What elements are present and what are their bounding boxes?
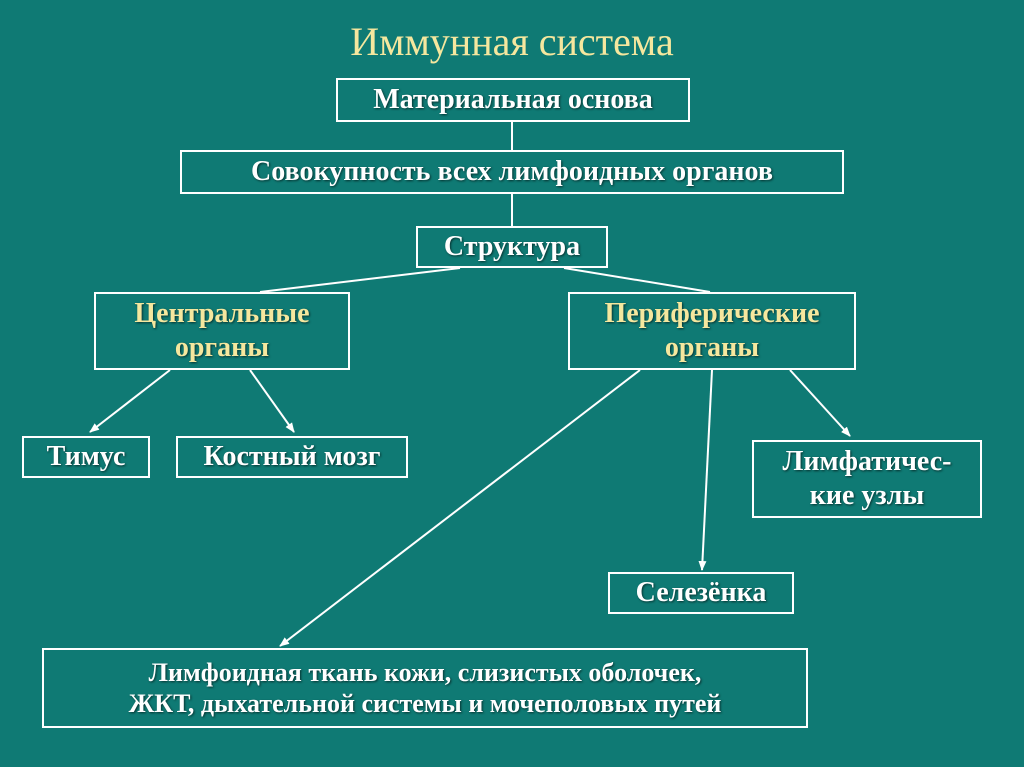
node-n10: Лимфоидная ткань кожи, слизистых оболоче… <box>42 648 808 728</box>
node-n9: Селезёнка <box>608 572 794 614</box>
edge-8 <box>280 370 640 646</box>
node-n4: Центральныеорганы <box>94 292 350 370</box>
edge-5 <box>250 370 294 432</box>
node-n6: Тимус <box>22 436 150 478</box>
edge-3 <box>564 268 710 292</box>
node-n2: Совокупность всех лимфоидных органов <box>180 150 844 194</box>
edge-6 <box>790 370 850 436</box>
node-n8: Лимфатичес-кие узлы <box>752 440 982 518</box>
node-n7: Костный мозг <box>176 436 408 478</box>
edge-2 <box>260 268 460 292</box>
edge-7 <box>702 370 712 570</box>
node-n5: Периферическиеорганы <box>568 292 856 370</box>
node-n3: Структура <box>416 226 608 268</box>
edge-4 <box>90 370 170 432</box>
node-n1: Материальная основа <box>336 78 690 122</box>
diagram-title: Иммунная система <box>0 18 1024 65</box>
